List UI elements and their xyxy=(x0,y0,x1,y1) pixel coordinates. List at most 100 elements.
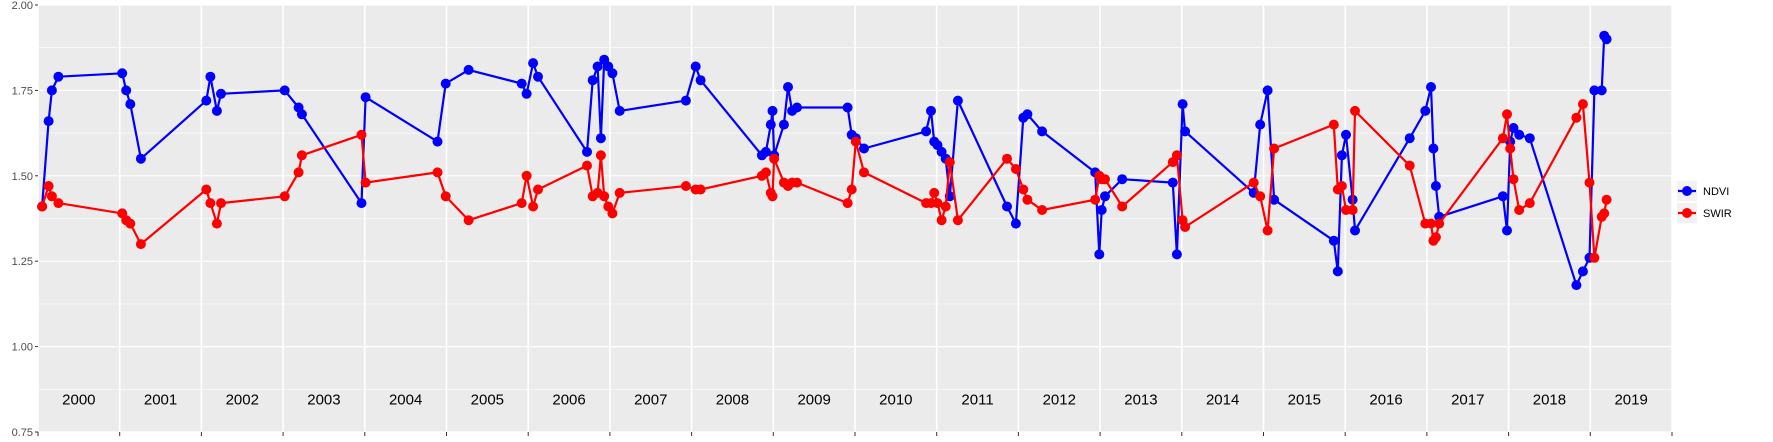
data-point xyxy=(1336,150,1347,161)
data-point xyxy=(921,126,932,137)
data-point xyxy=(1022,194,1033,205)
data-point xyxy=(216,88,226,99)
legend-item-swir: SWIR xyxy=(1677,203,1732,223)
year-label: 2001 xyxy=(144,392,177,409)
data-point xyxy=(767,191,778,202)
data-point xyxy=(528,201,539,212)
data-point xyxy=(125,218,136,229)
data-point xyxy=(1269,194,1280,205)
legend-label: SWIR xyxy=(1703,208,1732,220)
data-point xyxy=(1571,112,1582,123)
data-point xyxy=(792,177,802,188)
data-point xyxy=(135,153,146,164)
data-point xyxy=(1248,177,1259,188)
year-label: 2004 xyxy=(389,392,422,409)
data-point xyxy=(760,146,771,157)
data-point xyxy=(1255,191,1266,202)
y-tick-label: 1.00 xyxy=(12,342,33,354)
legend-key-point xyxy=(1682,186,1692,196)
series-swir xyxy=(37,99,1612,263)
data-point xyxy=(360,177,371,188)
data-point xyxy=(1404,160,1415,171)
data-point xyxy=(521,88,532,99)
data-point xyxy=(1100,174,1110,185)
data-point xyxy=(1010,164,1021,174)
data-point xyxy=(1347,205,1358,215)
data-point xyxy=(296,150,307,161)
data-point xyxy=(1430,181,1441,191)
data-point xyxy=(43,181,54,191)
legend: NDVI SWIR xyxy=(1677,181,1732,223)
year-label: 2011 xyxy=(961,392,993,409)
data-point xyxy=(1502,109,1512,120)
data-point xyxy=(1404,133,1415,144)
data-point xyxy=(614,105,625,116)
data-point xyxy=(293,167,304,178)
data-point xyxy=(1117,174,1128,185)
data-point xyxy=(360,92,371,103)
data-point xyxy=(690,61,701,72)
data-point xyxy=(1117,201,1128,212)
data-point xyxy=(211,105,222,116)
year-label: 2010 xyxy=(879,392,912,409)
y-tick-label: 1.75 xyxy=(12,85,33,97)
data-point xyxy=(846,184,857,195)
data-point xyxy=(53,71,64,82)
data-point xyxy=(944,157,955,168)
year-label: 2002 xyxy=(226,392,259,409)
data-point xyxy=(1508,123,1519,133)
year-label: 2007 xyxy=(634,392,667,409)
data-point xyxy=(1426,218,1436,229)
data-point xyxy=(680,95,691,106)
data-point xyxy=(37,201,48,212)
data-point xyxy=(201,95,212,106)
data-point xyxy=(783,82,793,92)
year-label: 2017 xyxy=(1451,392,1484,409)
data-point xyxy=(135,239,146,250)
data-point xyxy=(1328,235,1339,246)
data-point xyxy=(1420,105,1431,116)
data-point xyxy=(1094,249,1105,260)
data-point xyxy=(1497,133,1508,144)
data-point xyxy=(516,78,527,89)
y-tick-label: 1.50 xyxy=(12,171,33,183)
y-tick-label: 0.75 xyxy=(12,427,33,439)
data-point xyxy=(582,160,592,171)
data-point xyxy=(1018,184,1029,195)
data-point xyxy=(1002,153,1012,164)
data-point xyxy=(614,187,625,198)
legend-label: NDVI xyxy=(1703,186,1729,198)
data-point xyxy=(1508,174,1519,185)
data-point xyxy=(533,71,543,82)
legend-item-ndvi: NDVI xyxy=(1677,181,1729,201)
data-point xyxy=(952,215,963,226)
year-label: 2006 xyxy=(552,392,585,409)
data-point xyxy=(767,105,778,116)
data-point xyxy=(1037,126,1048,137)
data-point xyxy=(859,167,869,178)
data-point xyxy=(595,150,606,161)
data-point xyxy=(117,68,128,79)
data-point xyxy=(929,187,940,198)
year-label: 2012 xyxy=(1043,392,1076,409)
data-point xyxy=(1328,119,1339,130)
data-point xyxy=(850,136,861,147)
data-point xyxy=(1090,194,1101,205)
data-point xyxy=(279,191,290,202)
data-point xyxy=(1599,208,1610,219)
y-tick-label: 2.00 xyxy=(12,0,33,12)
data-point xyxy=(778,119,789,130)
data-point xyxy=(43,116,54,127)
data-point xyxy=(463,215,474,226)
data-point xyxy=(201,184,212,195)
data-point xyxy=(1269,143,1280,154)
data-point xyxy=(1514,129,1525,140)
data-point xyxy=(595,133,606,144)
data-point xyxy=(1589,252,1600,263)
year-label: 2000 xyxy=(62,392,95,409)
data-point xyxy=(1171,249,1182,260)
data-point xyxy=(440,191,451,202)
data-point xyxy=(1350,225,1360,236)
data-point xyxy=(516,198,527,209)
data-point xyxy=(1434,218,1445,229)
